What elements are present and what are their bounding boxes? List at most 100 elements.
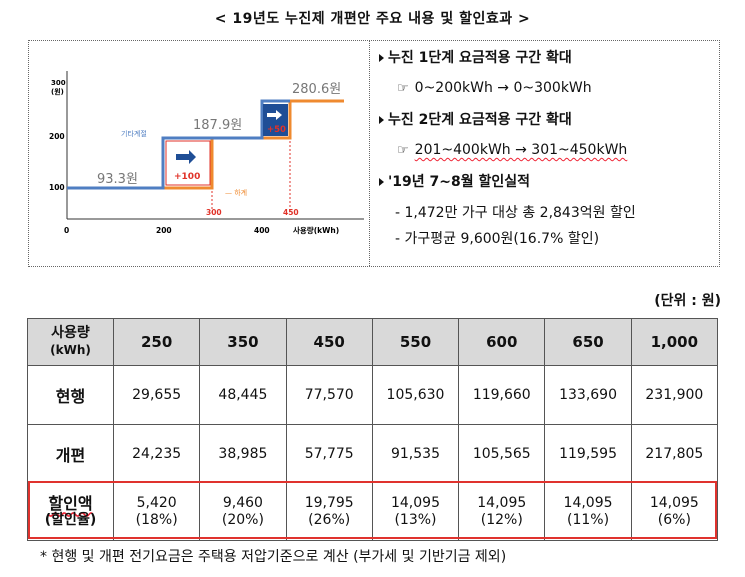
- discount-rate: (18%): [135, 511, 178, 528]
- pointing-hand-icon: ☞: [397, 81, 409, 96]
- unit-label: (단위 : 원): [654, 293, 721, 309]
- summary-box: 300 (원) 200 100 0 200 400 사용량(kWh) 300 4…: [28, 40, 720, 267]
- x-tick-400: 400: [254, 226, 270, 235]
- bullet-2-sub: ☞ 201~400kWh → 301~450kWh: [379, 138, 719, 171]
- bullet-3-head: '19년 7~8월 할인실적: [379, 171, 719, 200]
- discount-cell: 14,095 (13%): [371, 482, 460, 541]
- discount-cell: 14,095 (6%): [630, 482, 719, 541]
- discount-amount: 14,095: [477, 494, 527, 511]
- discount-rate: (26%): [308, 511, 351, 528]
- bullet-1-sub-text: 0~200kWh → 0~300kWh: [414, 80, 592, 96]
- arrow-icon-1: [176, 150, 196, 164]
- table-cell: 231,900: [630, 365, 719, 425]
- bullet-3-text: '19년 7~8월 할인실적: [388, 174, 531, 190]
- header-usage-line2: (kWh): [50, 343, 91, 357]
- break-label-450: 450: [283, 208, 299, 217]
- table-cell: 24,235: [112, 424, 201, 483]
- increment-label-1: +100: [174, 172, 200, 182]
- table-header-row: 사용량 (kWh) 250 350 450 550 600 650 1,000: [27, 318, 719, 366]
- bullet-3-sub-1: - 1,472만 가구 대상 총 2,843억원 할인: [395, 205, 636, 221]
- bullet-1-head: 누진 1단계 요금적용 구간 확대: [379, 47, 719, 76]
- price-label-3: 280.6원: [292, 82, 341, 97]
- discount-rate: (11%): [567, 511, 610, 528]
- tariff-step-chart: 300 (원) 200 100 0 200 400 사용량(kWh) 300 4…: [29, 41, 369, 266]
- break-label-300: 300: [206, 208, 222, 217]
- discount-cell: 14,095 (12%): [458, 482, 546, 541]
- x-axis-label: 사용량(kWh): [293, 225, 339, 235]
- table-cell: 48,445: [199, 365, 287, 425]
- y-tick-300: 300: [51, 79, 66, 87]
- discount-cell: 14,095 (11%): [544, 482, 632, 541]
- bullet-1-text: 누진 1단계 요금적용 구간 확대: [388, 50, 572, 66]
- header-cell: 650: [544, 318, 632, 366]
- x-tick-0: 0: [64, 226, 69, 235]
- table-cell: 217,805: [630, 424, 719, 483]
- header-cell: 350: [199, 318, 287, 366]
- pointing-hand-icon: ☞: [397, 143, 409, 158]
- row-label-current: 현행: [27, 365, 114, 425]
- bullet-3-sub-2: - 가구평균 9,600원(16.7% 할인): [395, 231, 600, 247]
- x-tick-200: 200: [156, 226, 172, 235]
- table-cell: 105,565: [458, 424, 546, 483]
- discount-label-line2: (할인율): [44, 511, 97, 528]
- discount-cell: 5,420 (18%): [112, 482, 201, 541]
- increment-label-2: +50: [267, 125, 286, 135]
- bullet-triangle-icon: [379, 116, 384, 124]
- price-label-2: 187.9원: [193, 118, 242, 133]
- header-usage: 사용량 (kWh): [27, 318, 114, 366]
- y-tick-100: 100: [49, 183, 65, 192]
- table-cell: 133,690: [544, 365, 632, 425]
- row-label-reform: 개편: [27, 424, 114, 483]
- arrow-icon-2: [267, 110, 282, 120]
- price-label-1: 93.3원: [97, 172, 138, 187]
- table-cell: 119,660: [458, 365, 546, 425]
- box-divider: [369, 41, 370, 266]
- bullet-2-head: 누진 2단계 요금적용 구간 확대: [379, 109, 719, 138]
- table-cell: 119,595: [544, 424, 632, 483]
- discount-rate: (20%): [221, 511, 264, 528]
- discount-rate: (13%): [394, 511, 437, 528]
- table-row-discount: 할인액 (할인율) 5,420 (18%) 9,460 (20%) 19,795 (2…: [27, 482, 719, 541]
- discount-label-line1: 할인액: [48, 493, 93, 513]
- discount-amount: 14,095: [390, 494, 440, 511]
- increment-box-1: [165, 140, 211, 186]
- fee-comparison-table: 사용량 (kWh) 250 350 450 550 600 650 1,000 …: [27, 318, 719, 541]
- discount-amount: 14,095: [649, 494, 699, 511]
- table-cell: 57,775: [285, 424, 373, 483]
- table-cell: 29,655: [112, 365, 201, 425]
- other-season-step-line: [67, 99, 290, 190]
- table-cell: 91,535: [371, 424, 460, 483]
- table-row-reform: 개편 24,235 38,985 57,775 91,535 105,565 1…: [27, 424, 719, 483]
- discount-cell: 9,460 (20%): [199, 482, 287, 541]
- footnote: * 현행 및 개편 전기요금은 주택용 저압기준으로 계산 (부가세 및 기반기…: [40, 549, 507, 565]
- table-cell: 105,630: [371, 365, 460, 425]
- header-usage-line1: 사용량: [51, 325, 90, 341]
- increment-box-2: [263, 104, 288, 136]
- row-label-discount: 할인액 (할인율): [27, 482, 114, 541]
- discount-amount: 19,795: [304, 494, 354, 511]
- discount-amount: 14,095: [563, 494, 613, 511]
- table-cell: 77,570: [285, 365, 373, 425]
- chart-svg: 300 (원) 200 100 0 200 400 사용량(kWh) 300 4…: [49, 71, 364, 235]
- discount-amount: 5,420: [136, 494, 177, 511]
- header-cell: 250: [112, 318, 201, 366]
- table-cell: 38,985: [199, 424, 287, 483]
- header-cell: 1,000: [630, 318, 719, 366]
- discount-amount: 9,460: [222, 494, 263, 511]
- bullet-triangle-icon: [379, 178, 384, 186]
- page-title: < 19년도 누진제 개편안 주요 내용 및 할인효과 >: [214, 11, 531, 27]
- y-tick-unit: (원): [51, 87, 64, 96]
- bullet-1-sub: ☞ 0~200kWh → 0~300kWh: [379, 76, 719, 109]
- bullet-triangle-icon: [379, 54, 384, 62]
- legend-other-season: 기타계절: [121, 129, 147, 138]
- bullet-2-sub-text: 201~400kWh → 301~450kWh: [414, 142, 628, 158]
- legend-summer: — 하계: [225, 188, 247, 197]
- table-row-current: 현행 29,655 48,445 77,570 105,630 119,660 …: [27, 365, 719, 425]
- header-cell: 550: [371, 318, 460, 366]
- y-tick-200: 200: [49, 132, 65, 141]
- discount-rate: (6%): [657, 511, 691, 528]
- discount-rate: (12%): [480, 511, 523, 528]
- bullet-list: 누진 1단계 요금적용 구간 확대 ☞ 0~200kWh → 0~300kWh 누…: [379, 47, 719, 252]
- header-cell: 600: [458, 318, 546, 366]
- header-cell: 450: [285, 318, 373, 366]
